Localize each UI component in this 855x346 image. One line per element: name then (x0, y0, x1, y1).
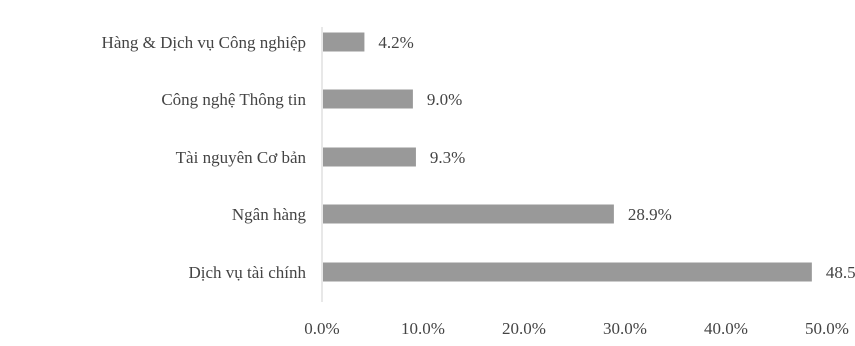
x-tick-label: 0.0% (304, 319, 339, 338)
bar (323, 262, 812, 282)
data-label: 9.3% (430, 148, 465, 167)
data-label: 48.5% (826, 263, 855, 282)
category-label: Ngân hàng (232, 205, 307, 224)
category-label: Tài nguyên Cơ bản (176, 148, 307, 167)
data-label: 4.2% (378, 33, 413, 52)
data-label: 9.0% (427, 90, 462, 109)
x-tick-label: 20.0% (502, 319, 546, 338)
data-labels: 4.2% 9.0% 9.3% 28.9% 48.5% (378, 33, 855, 282)
category-label: Công nghệ Thông tin (161, 90, 306, 109)
bars-layer (323, 32, 812, 282)
category-label: Hàng & Dịch vụ Công nghiệp (102, 33, 306, 52)
x-tick-label: 30.0% (603, 319, 647, 338)
data-label: 28.9% (628, 205, 672, 224)
bar (323, 204, 614, 224)
category-labels: Hàng & Dịch vụ Công nghiệp Công nghệ Thôn… (102, 33, 307, 282)
x-tick-label: 40.0% (704, 319, 748, 338)
x-tick-label: 10.0% (401, 319, 445, 338)
bar (323, 32, 365, 52)
x-axis-tick-labels: 0.0%10.0%20.0%30.0%40.0%50.0%60.0% (304, 319, 849, 338)
category-label: Dịch vụ tài chính (188, 263, 306, 282)
x-tick-label: 50.0% (805, 319, 849, 338)
bar (323, 89, 413, 109)
bar (323, 147, 416, 167)
